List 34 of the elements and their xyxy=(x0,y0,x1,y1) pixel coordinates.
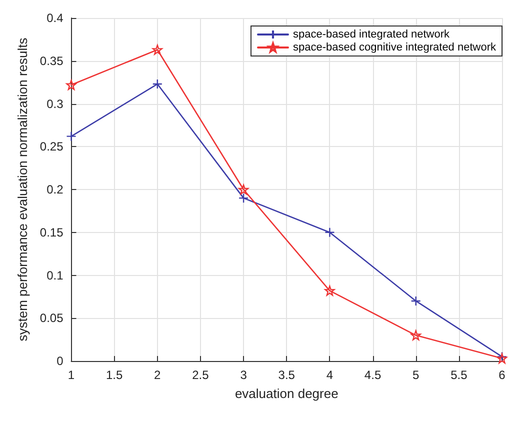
point xyxy=(324,227,335,238)
y-tick-label: 0.4 xyxy=(46,11,64,25)
x-tick-label: 1 xyxy=(68,368,75,382)
point xyxy=(66,80,76,90)
point xyxy=(410,330,421,340)
legend-label: space-based cognitive integrated network xyxy=(292,42,496,54)
x-tick-label: 3 xyxy=(240,368,248,382)
point xyxy=(410,296,421,306)
x-tick-label: 6 xyxy=(498,368,506,382)
x-tick-label: 2.5 xyxy=(192,368,210,382)
x-tick-label: 3.5 xyxy=(278,368,296,382)
y-tick-label: 0 xyxy=(56,354,64,368)
x-tick-label: 4.5 xyxy=(364,368,382,382)
y-tick-label: 0.1 xyxy=(46,268,64,282)
x-tick-label: 2 xyxy=(154,368,162,382)
y-axis-title: system performance evaluation normalization results xyxy=(15,37,30,342)
x-tick-label: 5.5 xyxy=(450,368,468,382)
y-tick-label: 0.35 xyxy=(40,54,64,68)
point xyxy=(66,131,76,142)
x-axis-title: evaluation degree xyxy=(234,386,338,401)
point xyxy=(238,184,249,195)
y-tick-label: 0.25 xyxy=(40,140,64,154)
x-tick-label: 1.5 xyxy=(106,368,123,382)
y-tick-label: 0.3 xyxy=(46,96,64,111)
point xyxy=(152,78,163,90)
point xyxy=(324,286,335,296)
point xyxy=(238,192,249,204)
point xyxy=(152,44,163,55)
x-tick-label: 4 xyxy=(326,368,334,382)
y-tick-label: 0.2 xyxy=(46,182,64,196)
x-tick-label: 5 xyxy=(412,368,420,382)
y-tick-label: 0.05 xyxy=(40,311,64,326)
legend-label: space-based integrated network xyxy=(292,28,450,40)
y-tick-label: 0.15 xyxy=(40,225,64,240)
